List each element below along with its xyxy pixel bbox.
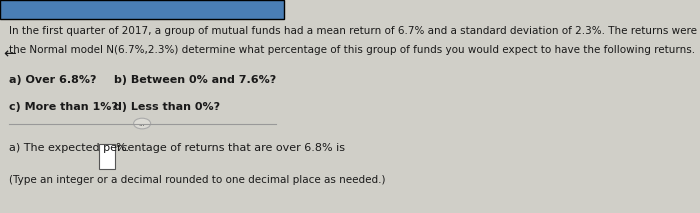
FancyBboxPatch shape: [99, 144, 115, 169]
FancyBboxPatch shape: [0, 0, 284, 19]
Text: In the first quarter of 2017, a group of mutual funds had a mean return of 6.7% : In the first quarter of 2017, a group of…: [8, 26, 700, 36]
Text: %.: %.: [115, 143, 130, 153]
Text: (Type an integer or a decimal rounded to one decimal place as needed.): (Type an integer or a decimal rounded to…: [8, 175, 385, 185]
Ellipse shape: [134, 118, 150, 129]
Text: d) Less than 0%?: d) Less than 0%?: [113, 102, 220, 112]
Text: the Normal model N(6.7%,2.3%) determine what percentage of this group of funds y: the Normal model N(6.7%,2.3%) determine …: [8, 45, 694, 55]
Text: ←: ←: [4, 47, 16, 62]
Text: c) More than 1%?: c) More than 1%?: [8, 102, 118, 112]
Text: b) Between 0% and 7.6%?: b) Between 0% and 7.6%?: [113, 75, 276, 85]
Text: a) The expected percentage of returns that are over 6.8% is: a) The expected percentage of returns th…: [8, 143, 344, 153]
Text: a) Over 6.8%?: a) Over 6.8%?: [8, 75, 96, 85]
Text: ...: ...: [139, 121, 146, 127]
